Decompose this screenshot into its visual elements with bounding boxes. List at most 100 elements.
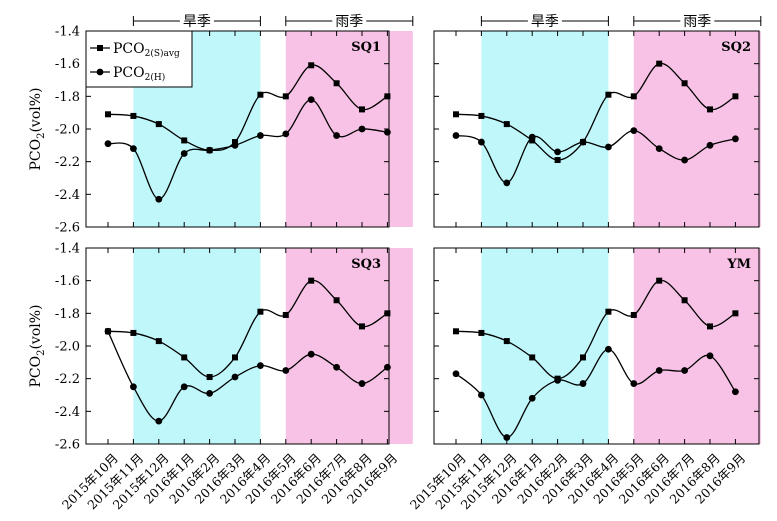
season-bracket-wet: 雨季 — [633, 14, 762, 30]
data-point-circle — [358, 380, 366, 387]
data-point-circle — [655, 145, 663, 153]
data-point-square — [155, 121, 162, 128]
data-point-square — [384, 93, 391, 100]
y-tick-label: -2.4 — [55, 405, 80, 420]
y-axis-title: PCO2(vol%) — [28, 304, 47, 387]
data-point-circle — [384, 128, 391, 136]
data-point-circle — [681, 156, 688, 164]
data-point-circle — [630, 380, 638, 387]
data-point-circle — [333, 132, 340, 139]
season-annotations: 旱季 雨季 旱季 雨季 — [132, 14, 762, 30]
data-point-square — [707, 323, 713, 330]
y-tick-label: -1.6 — [55, 57, 80, 72]
data-point-square — [282, 93, 289, 100]
data-point-square — [554, 157, 561, 164]
x-axis-labels: 2015年10月2015年11月2015年12月2016年1月2016年2月20… — [59, 450, 748, 512]
season-bracket-wet: 雨季 — [285, 14, 414, 30]
data-point-square — [257, 308, 264, 315]
data-point-square — [580, 354, 586, 361]
data-point-circle — [655, 367, 663, 374]
data-point-square — [257, 91, 264, 98]
data-point-circle — [528, 394, 536, 402]
y-axis-labels: PCO2(vol%) PCO2(vol%) — [28, 87, 47, 387]
panel-label: SQ3 — [351, 257, 381, 272]
data-point-circle — [282, 367, 290, 374]
legend-box — [85, 30, 193, 88]
data-point-square — [732, 93, 739, 100]
y-tick-label: -2.2 — [55, 372, 80, 387]
panel-label: SQ2 — [721, 40, 751, 55]
y-tick-label: -2.0 — [55, 340, 80, 355]
data-point-circle — [503, 434, 511, 441]
season-label: 雨季 — [683, 14, 711, 30]
data-point-circle — [452, 132, 460, 139]
data-point-square — [333, 80, 340, 87]
season-band-wet — [633, 31, 761, 227]
data-point-circle — [630, 127, 638, 135]
data-point-square — [529, 354, 536, 361]
panel-sq2: SQ2 — [433, 30, 761, 228]
legend-label: PCO2(H) — [113, 65, 165, 83]
data-point-square — [232, 354, 238, 361]
data-point-circle — [130, 383, 137, 391]
legend-entry: PCO2(S)avg — [90, 41, 180, 59]
y-tick-label: -1.6 — [55, 274, 80, 289]
y-tick-label: -1.4 — [55, 242, 80, 257]
y-tick-label: -1.8 — [55, 90, 80, 105]
data-point-circle — [732, 388, 739, 396]
data-point-circle — [231, 141, 239, 149]
legend-label: PCO2(S)avg — [113, 41, 180, 59]
data-point-circle — [257, 132, 264, 139]
data-point-circle — [384, 363, 391, 371]
data-point-circle — [206, 146, 214, 154]
data-point-square — [359, 323, 365, 330]
data-point-circle — [307, 350, 315, 358]
season-label: 雨季 — [335, 14, 363, 30]
legend-marker-circle — [96, 68, 104, 76]
data-point-square — [155, 338, 162, 345]
data-point-circle — [452, 370, 460, 378]
data-point-square — [630, 311, 637, 318]
y-axis-title: PCO2(vol%) — [28, 87, 47, 170]
data-point-circle — [130, 145, 137, 153]
data-point-square — [630, 93, 637, 100]
data-point-circle — [554, 148, 561, 156]
y-tick-label: -1.4 — [55, 25, 80, 40]
data-point-circle — [605, 143, 612, 151]
season-bracket-dry: 旱季 — [132, 14, 261, 30]
panel-ym: YM — [433, 247, 761, 445]
data-point-square — [453, 111, 459, 118]
y-tick-label: -2.0 — [55, 123, 80, 138]
data-point-square — [333, 297, 340, 304]
y-tick-label: -2.2 — [55, 155, 80, 170]
season-bracket-dry: 旱季 — [480, 14, 609, 30]
data-point-square — [282, 311, 289, 318]
panel-label: SQ1 — [351, 40, 381, 55]
data-point-circle — [155, 417, 163, 425]
legend-entry: PCO2(H) — [90, 65, 165, 83]
data-point-circle — [333, 363, 340, 371]
data-point-square — [503, 121, 510, 128]
data-point-square — [681, 297, 688, 304]
data-point-square — [478, 112, 485, 119]
data-point-circle — [579, 380, 587, 387]
data-point-circle — [180, 383, 188, 391]
data-point-circle — [104, 140, 112, 148]
data-point-circle — [180, 150, 188, 157]
data-point-square — [478, 329, 485, 336]
data-point-circle — [605, 345, 612, 353]
data-point-circle — [231, 373, 239, 381]
data-point-circle — [307, 96, 315, 103]
season-label: 旱季 — [183, 14, 211, 30]
data-point-square — [503, 338, 510, 345]
data-point-circle — [257, 362, 264, 369]
season-band-wet — [285, 248, 413, 444]
data-point-circle — [206, 389, 214, 397]
season-band-dry — [133, 248, 261, 444]
data-point-square — [359, 106, 365, 113]
legend: PCO2(S)avg PCO2(H) — [85, 30, 193, 88]
season-band-dry — [481, 31, 609, 227]
data-point-circle — [706, 141, 714, 149]
